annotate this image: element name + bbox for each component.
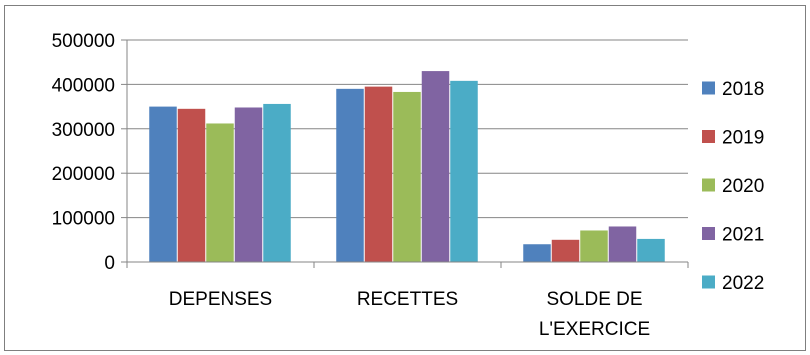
legend-swatch-2019 (702, 130, 715, 143)
bar-2018-1 (149, 106, 177, 262)
legend: 2018 2019 2020 2021 2022 (702, 79, 764, 294)
bar-2019-2 (364, 86, 393, 263)
legend-swatch-2022 (702, 275, 715, 289)
y-tick-label: 200000 (52, 164, 115, 185)
y-tick-label: 0 (104, 253, 115, 274)
axes (121, 39, 689, 268)
bar-2019-1 (177, 108, 206, 262)
bar-2021-3 (608, 226, 637, 262)
legend-label-2022: 2022 (722, 273, 764, 294)
bar-2022-2 (450, 80, 478, 263)
bar-2019-3 (551, 239, 580, 262)
y-tick-label: 400000 (52, 75, 115, 96)
bar-2022-1 (263, 103, 291, 262)
bar-2020-3 (580, 230, 608, 262)
bar-2022-3 (637, 238, 665, 262)
y-tick-label: 500000 (52, 31, 115, 52)
legend-label-2019: 2019 (722, 128, 764, 149)
bar-2020-1 (206, 123, 234, 262)
legend-swatch-2018 (702, 81, 715, 95)
bar-2021-2 (421, 71, 450, 262)
legend-label-2018: 2018 (722, 79, 764, 100)
legend-swatch-2021 (702, 227, 715, 240)
bar-2018-2 (336, 88, 364, 262)
legend-swatch-2020 (702, 178, 715, 192)
x-category-label: RECETTES (357, 289, 458, 310)
legend-label-2021: 2021 (722, 225, 764, 246)
y-tick-label: 100000 (52, 209, 115, 230)
bar-2021-1 (234, 107, 263, 262)
x-category-label: SOLDE DE (546, 289, 642, 310)
y-tick-label: 300000 (52, 120, 115, 141)
bar-2020-2 (393, 91, 421, 262)
x-category-label: L'EXERCICE (539, 319, 650, 340)
x-category-label: DEPENSES (169, 289, 272, 310)
axis-labels: 0 100000 200000 300000 400000 500000 DEPENSES R… (52, 31, 651, 340)
bars (149, 71, 665, 263)
legend-label-2020: 2020 (722, 176, 764, 197)
bar-2018-3 (523, 244, 551, 262)
